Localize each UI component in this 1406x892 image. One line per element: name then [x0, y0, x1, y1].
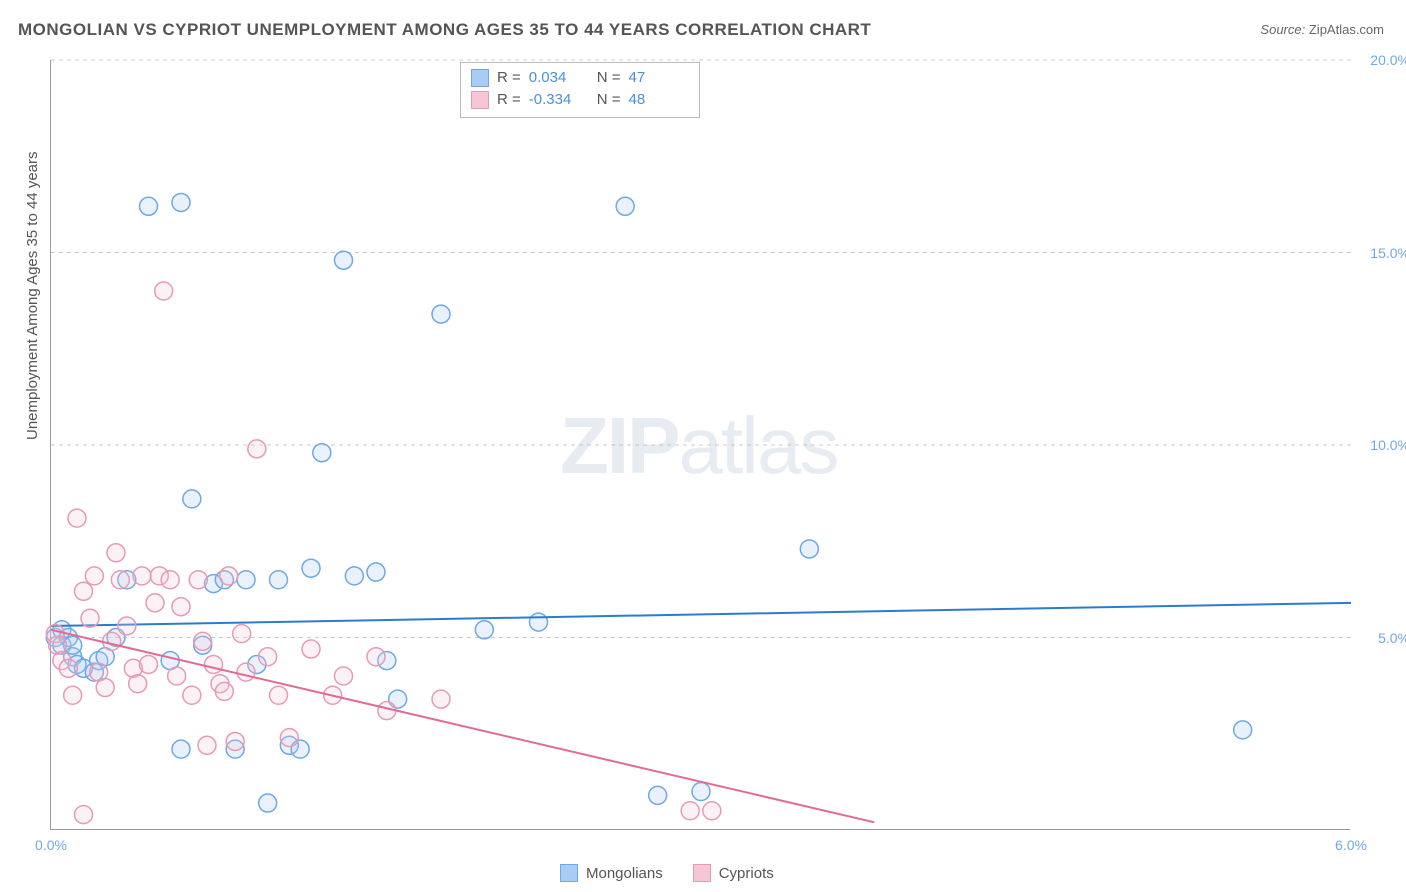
data-point — [140, 655, 158, 673]
data-point — [205, 655, 223, 673]
legend-swatch — [693, 864, 711, 882]
source-value: ZipAtlas.com — [1309, 22, 1384, 37]
data-point — [64, 686, 82, 704]
data-point — [172, 598, 190, 616]
x-tick-label: 6.0% — [1335, 837, 1367, 853]
stats-legend-row: R = 0.034 N = 47 — [471, 67, 689, 89]
data-point — [118, 617, 136, 635]
legend-label: Mongolians — [586, 865, 663, 882]
data-point — [335, 251, 353, 269]
data-point — [140, 197, 158, 215]
data-point — [233, 625, 251, 643]
y-tick-label: 10.0% — [1370, 437, 1406, 453]
data-point — [96, 679, 114, 697]
data-point — [107, 544, 125, 562]
r-value: -0.334 — [529, 89, 589, 111]
data-point — [215, 682, 233, 700]
data-point — [345, 567, 363, 585]
y-axis-label: Unemployment Among Ages 35 to 44 years — [24, 151, 41, 440]
trend-line — [51, 630, 874, 823]
data-point — [681, 802, 699, 820]
data-point — [237, 663, 255, 681]
n-label: N = — [597, 67, 621, 89]
data-point — [280, 729, 298, 747]
r-label: R = — [497, 67, 521, 89]
source-credit: Source: ZipAtlas.com — [1260, 22, 1384, 37]
data-point — [133, 567, 151, 585]
data-point — [248, 440, 266, 458]
data-point — [68, 509, 86, 527]
data-point — [649, 786, 667, 804]
data-point — [335, 667, 353, 685]
data-point — [692, 783, 710, 801]
data-point — [703, 802, 721, 820]
data-point — [1234, 721, 1252, 739]
bottom-legend: Mongolians Cypriots — [560, 864, 774, 882]
n-value: 48 — [629, 89, 689, 111]
n-label: N = — [597, 89, 621, 111]
chart-title: MONGOLIAN VS CYPRIOT UNEMPLOYMENT AMONG … — [18, 20, 871, 40]
data-point — [530, 613, 548, 631]
data-point — [432, 690, 450, 708]
data-point — [103, 632, 121, 650]
data-point — [168, 667, 186, 685]
x-tick-label: 0.0% — [35, 837, 67, 853]
data-point — [81, 609, 99, 627]
data-point — [183, 686, 201, 704]
data-point — [189, 571, 207, 589]
data-point — [75, 582, 93, 600]
data-point — [220, 567, 238, 585]
data-point — [237, 571, 255, 589]
data-point — [367, 648, 385, 666]
legend-swatch — [560, 864, 578, 882]
n-value: 47 — [629, 67, 689, 89]
data-point — [259, 648, 277, 666]
data-point — [302, 559, 320, 577]
data-point — [194, 632, 212, 650]
data-point — [146, 594, 164, 612]
data-point — [183, 490, 201, 508]
data-point — [59, 659, 77, 677]
r-label: R = — [497, 89, 521, 111]
data-point — [616, 197, 634, 215]
data-point — [367, 563, 385, 581]
data-point — [800, 540, 818, 558]
data-point — [85, 567, 103, 585]
bottom-legend-item: Mongolians — [560, 864, 663, 882]
source-label: Source: — [1260, 22, 1305, 37]
stats-legend: R = 0.034 N = 47 R = -0.334 N = 48 — [460, 62, 700, 118]
bottom-legend-item: Cypriots — [693, 864, 774, 882]
data-point — [161, 571, 179, 589]
legend-swatch — [471, 91, 489, 109]
data-point — [270, 571, 288, 589]
data-point — [75, 806, 93, 824]
data-point — [302, 640, 320, 658]
stats-legend-row: R = -0.334 N = 48 — [471, 89, 689, 111]
r-value: 0.034 — [529, 67, 589, 89]
data-point — [432, 305, 450, 323]
trend-line — [51, 603, 1351, 626]
data-point — [198, 736, 216, 754]
data-point — [259, 794, 277, 812]
legend-swatch — [471, 69, 489, 87]
data-point — [172, 740, 190, 758]
data-point — [270, 686, 288, 704]
y-tick-label: 20.0% — [1370, 52, 1406, 68]
y-tick-label: 15.0% — [1370, 245, 1406, 261]
data-point — [226, 732, 244, 750]
chart-svg — [51, 60, 1350, 829]
data-point — [313, 444, 331, 462]
data-point — [172, 193, 190, 211]
plot-area: 5.0%10.0%15.0%20.0%0.0%6.0% — [50, 60, 1350, 830]
y-tick-label: 5.0% — [1378, 630, 1406, 646]
data-point — [155, 282, 173, 300]
data-point — [475, 621, 493, 639]
data-point — [111, 571, 129, 589]
legend-label: Cypriots — [719, 865, 774, 882]
data-point — [129, 675, 147, 693]
